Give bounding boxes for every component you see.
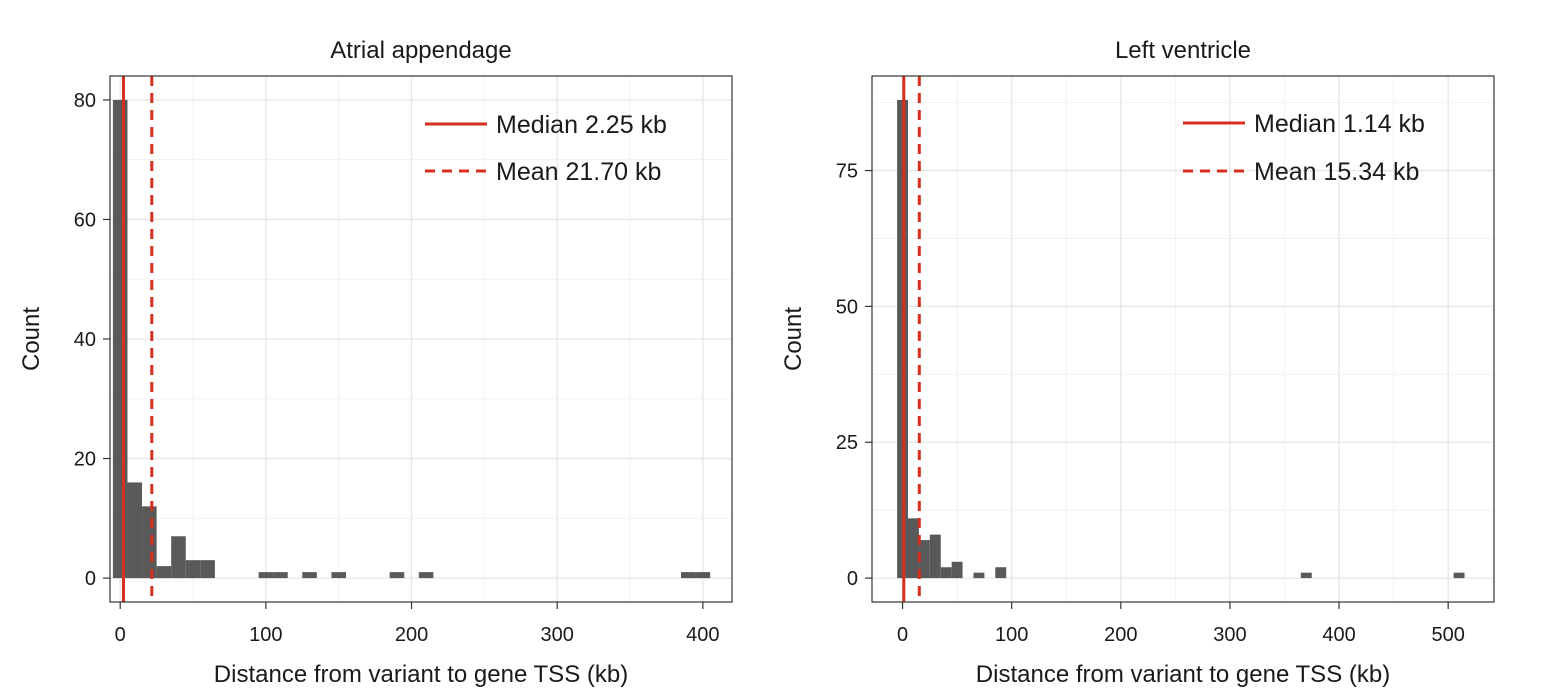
histogram-bar [929,534,941,579]
grid [872,76,1494,602]
x-axis: 0 100 200 300 400 [115,602,720,646]
y-axis: 0 20 40 60 80 [74,90,110,590]
histogram-bar [127,482,143,579]
x-tick-label: 500 [1431,624,1464,646]
histogram-bar [302,572,317,579]
panel-left-ventricle: Left ventricle Distance from variant to … [780,37,1495,688]
y-axis-title: Count [780,307,807,371]
histogram-bar [1453,572,1465,579]
histogram-bar [695,572,711,579]
y-axis: 0 25 50 75 [836,161,872,590]
x-tick-label: 400 [686,624,719,646]
y-tick-label: 75 [836,161,858,183]
panel-atrial-appendage: Atrial appendage Distance from variant t… [18,37,733,688]
histogram-bar [171,536,186,579]
histogram-bar [908,518,919,579]
x-axis-title: Distance from variant to gene TSS (kb) [214,661,628,688]
x-tick-label: 200 [395,624,428,646]
y-tick-label: 0 [847,568,858,590]
x-tick-label: 100 [995,624,1028,646]
x-tick-label: 0 [897,624,908,646]
histogram-bar [200,560,215,579]
histogram-bar [1300,572,1312,579]
histogram-bar [185,560,201,579]
y-tick-label: 25 [836,432,858,454]
plot-frame [871,75,1495,603]
histogram-bar [918,540,930,579]
histogram-bar [940,567,952,579]
legend: Median 1.14 kb Mean 15.34 kb [1183,110,1425,186]
y-tick-label: 20 [74,449,96,471]
histogram-bar [112,99,128,579]
histogram-bar [142,506,157,579]
histogram-bar [681,572,696,579]
grid [110,76,732,602]
histogram-bar [331,572,346,579]
y-tick-label: 80 [74,90,96,112]
histogram-bar [418,572,434,579]
y-axis-title: Count [18,307,45,371]
x-tick-label: 300 [1213,624,1246,646]
y-tick-label: 50 [836,296,858,318]
histogram-bar [973,572,985,579]
panel-title: Atrial appendage [330,37,511,64]
x-tick-label: 200 [1104,624,1137,646]
x-tick-label: 300 [541,624,574,646]
histogram-bar [258,572,274,579]
legend-label-mean: Mean 15.34 kb [1254,158,1419,186]
legend-label-mean: Mean 21.70 kb [496,158,661,186]
legend: Median 2.25 kb Mean 21.70 kb [425,111,667,186]
histogram-bar [389,572,405,579]
x-tick-label: 0 [115,624,126,646]
histogram-bar [156,566,172,579]
panel-title: Left ventricle [1115,37,1251,64]
x-axis-title: Distance from variant to gene TSS (kb) [976,661,1390,688]
legend-label-median: Median 2.25 kb [496,111,667,139]
histogram-bar [995,567,1007,579]
y-tick-label: 60 [74,209,96,231]
histogram-bar [951,561,963,579]
x-tick-label: 400 [1322,624,1355,646]
y-tick-label: 40 [74,329,96,351]
histogram-bar [273,572,288,579]
x-tick-label: 100 [249,624,282,646]
y-tick-label: 0 [85,568,96,590]
legend-label-median: Median 1.14 kb [1254,110,1425,138]
x-axis: 0 100 200 300 400 500 [897,602,1465,646]
